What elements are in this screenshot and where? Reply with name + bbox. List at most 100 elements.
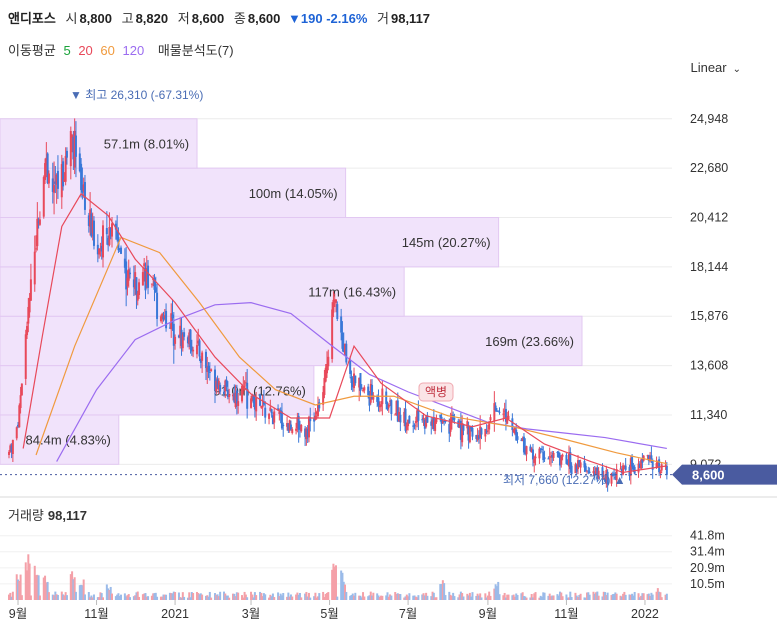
volume-bar <box>577 596 580 600</box>
candle-body <box>8 451 11 455</box>
volume-bar <box>439 584 442 600</box>
volume-bar <box>650 592 653 600</box>
candle-body <box>458 424 461 428</box>
candle-body <box>87 215 90 226</box>
volume-bar <box>611 594 614 600</box>
ma60-legend[interactable]: 60 <box>100 43 115 58</box>
ma120-legend[interactable]: 120 <box>122 43 145 58</box>
candle-body <box>323 377 326 395</box>
volume-bar <box>340 570 343 600</box>
close-value: 8,600 <box>247 11 281 26</box>
ma5-legend[interactable]: 5 <box>63 43 71 58</box>
volume-bar <box>604 592 607 600</box>
candle-body <box>181 334 184 349</box>
volume-bar <box>534 592 537 600</box>
volume-bar <box>345 591 348 600</box>
volume-profile-bar <box>0 118 198 169</box>
volume-bar <box>488 591 491 600</box>
ma20-legend[interactable]: 20 <box>78 43 93 58</box>
volume-profile-legend[interactable]: 매물분석도(7) <box>157 43 234 58</box>
candle-body <box>82 184 85 191</box>
volume-bar <box>620 596 623 600</box>
candle-body <box>513 427 516 434</box>
volume-bar <box>440 583 443 600</box>
candle-body <box>503 410 506 412</box>
candle-body <box>35 248 38 250</box>
volume-bar <box>394 592 397 600</box>
scale-toggle[interactable]: Linear ⌄ <box>690 60 741 75</box>
candle-body <box>504 408 507 422</box>
candle-body <box>53 185 56 193</box>
x-tick-label: 2021 <box>161 607 189 621</box>
candle-body <box>369 383 372 403</box>
volume-bar <box>259 591 262 600</box>
volume-bar <box>385 595 388 600</box>
volume-bar <box>33 565 36 600</box>
candle-body <box>534 456 537 459</box>
candle-body <box>444 420 447 422</box>
event-badge <box>418 382 454 402</box>
volume-bar <box>503 592 506 600</box>
candle-body <box>252 394 255 404</box>
x-tick-label: 2022 <box>631 607 659 621</box>
candle-body <box>313 418 316 422</box>
volume-bar <box>467 595 470 600</box>
candle-body <box>479 426 482 438</box>
volume-bar <box>601 596 604 600</box>
candle-body <box>170 313 173 330</box>
candle-body <box>533 458 536 463</box>
volume-bar <box>143 593 146 600</box>
volume-bar <box>399 594 402 600</box>
volume-bars <box>8 554 668 600</box>
candle-body <box>177 335 180 338</box>
volume-bar <box>280 595 283 600</box>
candle-body <box>344 343 347 355</box>
ma20-line <box>22 192 667 474</box>
volume-bar <box>161 596 164 600</box>
candle-body <box>101 225 104 258</box>
candle-body <box>631 457 634 467</box>
volume-bar <box>367 596 370 600</box>
volume-bar <box>624 594 627 600</box>
volume-bar <box>145 596 148 600</box>
candle-body <box>435 418 438 423</box>
volume-bar <box>405 594 408 600</box>
y-tick-label: 24,948 <box>690 112 728 126</box>
volume-bar <box>190 592 193 600</box>
volume-bar <box>647 593 650 600</box>
candle-body <box>417 409 420 421</box>
volume-bar <box>506 594 509 600</box>
volume-bar <box>595 592 598 600</box>
volume-bar <box>87 592 90 600</box>
ma-legend-label[interactable]: 이동평균 <box>8 43 56 58</box>
volume-bar <box>359 595 362 600</box>
volume-bar <box>179 597 182 600</box>
volume-bar <box>524 596 527 600</box>
candle-body <box>288 420 291 431</box>
candle-body <box>578 460 581 467</box>
volume-bar <box>560 592 563 600</box>
candle-body <box>559 455 561 466</box>
candle-body <box>315 411 318 415</box>
candle-body <box>587 470 590 472</box>
candle-body <box>543 457 546 460</box>
volume-bar <box>407 596 410 600</box>
candle-body <box>127 269 130 281</box>
volume-bar <box>403 597 406 600</box>
volume-bar <box>414 596 417 600</box>
candle-body <box>96 244 99 255</box>
candle-body <box>405 424 408 430</box>
volume-bar <box>89 597 92 600</box>
volume-bar <box>434 597 437 600</box>
open-value: 8,800 <box>79 11 112 26</box>
candle-body <box>100 245 103 252</box>
volume-bar <box>226 595 229 600</box>
volume-bar <box>107 588 110 600</box>
candle-body <box>324 367 327 382</box>
volume-bar <box>431 591 434 600</box>
volume-bar <box>235 592 238 600</box>
candle-body <box>161 313 164 318</box>
volume-bar <box>552 595 555 600</box>
candle-body <box>108 227 111 245</box>
